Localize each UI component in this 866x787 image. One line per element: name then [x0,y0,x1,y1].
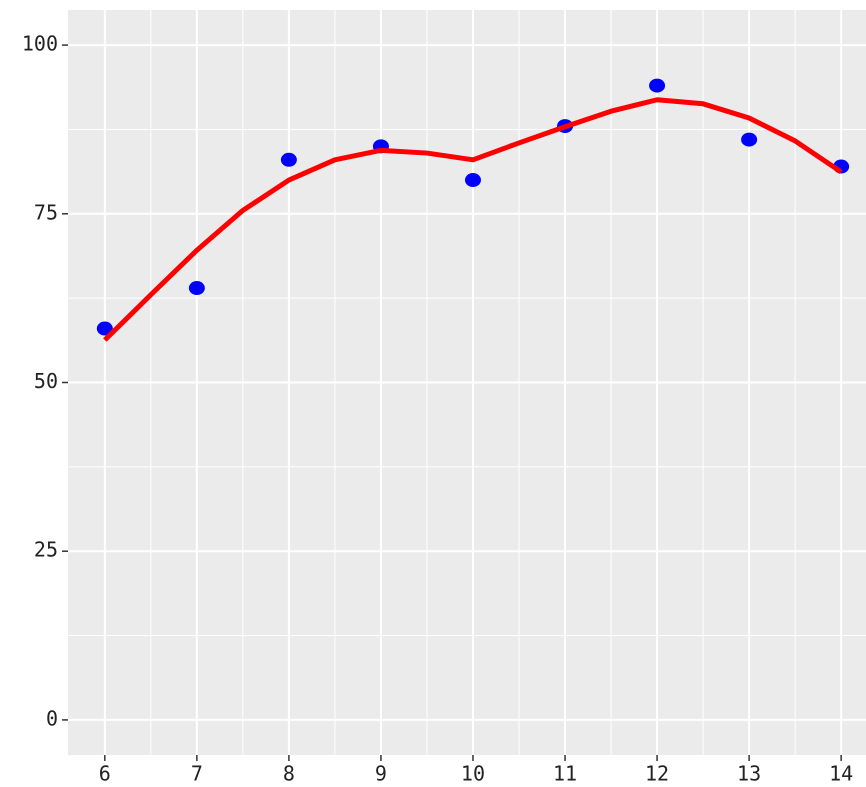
x-tick-label: 9 [375,762,387,786]
point [464,173,481,188]
point [649,78,666,93]
y-tick-label: 75 [34,200,58,224]
x-tick-label: 13 [737,762,761,786]
point [741,132,758,147]
x-tick-label: 7 [191,762,203,786]
y-tick-label: 50 [34,369,58,393]
point [280,152,297,167]
y-tick-label: 100 [22,32,58,56]
point [96,321,113,336]
y-tick-label: 25 [34,538,58,562]
x-tick-label: 12 [645,762,669,786]
smooth-line [103,97,843,342]
x-tick-label: 11 [553,762,577,786]
y-tick-label: 0 [46,706,58,730]
x-tick-label: 14 [829,762,853,786]
x-tick-label: 8 [283,762,295,786]
point [188,281,205,296]
x-tick-label: 6 [99,762,111,786]
x-tick-label: 10 [461,762,485,786]
